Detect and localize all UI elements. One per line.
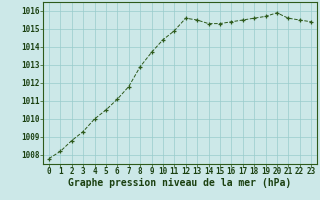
X-axis label: Graphe pression niveau de la mer (hPa): Graphe pression niveau de la mer (hPa) [68,178,292,188]
